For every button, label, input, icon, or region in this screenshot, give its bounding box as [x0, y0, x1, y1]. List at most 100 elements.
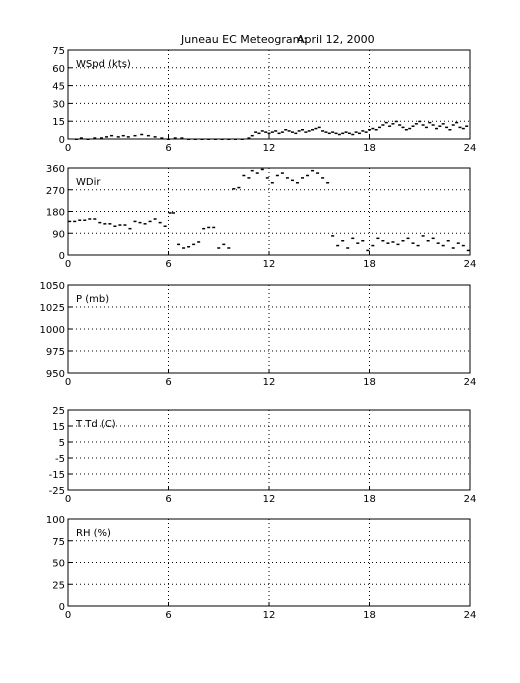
panel-temp-dewpoint: 0 6 12 18 24 -25 -15 -5 5 15 25 T Td (C): [49, 406, 477, 505]
data-point: [326, 182, 330, 184]
data-point: [126, 136, 130, 138]
data-point: [247, 177, 251, 179]
data-point: [307, 130, 311, 132]
data-point: [396, 243, 400, 246]
data-point: [143, 223, 147, 225]
x-tick-label: 0: [65, 494, 71, 505]
data-point: [254, 131, 258, 133]
data-point: [418, 120, 422, 123]
data-point: [250, 169, 254, 172]
data-point: [193, 138, 197, 140]
data-point: [346, 247, 350, 249]
data-point: [93, 137, 97, 139]
panel-label-rh: RH (%): [76, 528, 111, 539]
data-point: [404, 129, 408, 131]
data-point: [280, 172, 284, 174]
data-point: [180, 137, 184, 139]
data-point: [200, 138, 204, 140]
x-tick-label: 18: [363, 494, 376, 505]
data-point: [123, 224, 127, 226]
panel-label-pressure: P (mb): [76, 294, 109, 305]
data-point: [133, 220, 137, 223]
data-point: [158, 221, 162, 224]
data-point: [222, 243, 226, 246]
data-point: [414, 123, 418, 125]
panel-wdir: 0 6 12 18 24 0 90 180 270 360 WDir: [46, 164, 476, 270]
data-point: [177, 243, 181, 246]
data-point: [160, 137, 164, 139]
data-point: [441, 123, 445, 125]
data-point: [301, 177, 304, 179]
data-point: [317, 126, 321, 129]
data-point: [255, 172, 259, 174]
data-point: [275, 174, 279, 177]
data-point: [451, 247, 455, 249]
data-point: [237, 186, 241, 189]
y-tick-label: 0: [59, 602, 65, 613]
data-point: [260, 130, 264, 132]
data-point: [461, 244, 465, 247]
data-point: [295, 182, 299, 184]
y-tick-label: 180: [46, 208, 65, 219]
data-point: [347, 132, 351, 135]
x-tick-label: 24: [464, 143, 477, 154]
data-point: [277, 132, 281, 135]
y-tick-label: -5: [55, 454, 65, 465]
data-point: [140, 133, 144, 136]
data-point: [466, 249, 470, 252]
data-point: [458, 126, 462, 129]
data-point: [280, 131, 284, 133]
data-point: [148, 220, 152, 223]
y-tick-label: 25: [52, 580, 65, 591]
data-point: [93, 218, 97, 220]
data-point: [311, 129, 315, 131]
data-point: [391, 123, 395, 125]
y-tick-label: 1000: [40, 325, 65, 336]
data-point: [133, 134, 137, 137]
data-point: [394, 120, 398, 123]
data-point: [301, 129, 304, 131]
data-point: [448, 129, 452, 131]
data-point: [354, 131, 358, 133]
data-point: [416, 244, 420, 247]
data-point: [314, 127, 318, 130]
data-point: [316, 172, 320, 174]
data-point: [213, 138, 217, 140]
data-point: [153, 218, 157, 220]
data-point: [227, 138, 231, 140]
data-point: [331, 235, 335, 237]
data-point: [381, 240, 385, 242]
data-point: [217, 247, 221, 249]
data-point: [441, 244, 445, 247]
data-point: [341, 132, 345, 135]
data-point: [146, 134, 150, 137]
data-point: [455, 121, 459, 124]
data-point: [110, 134, 114, 137]
data-point: [83, 219, 87, 221]
data-point: [168, 212, 172, 214]
data-point: [384, 121, 388, 124]
data-point: [73, 220, 77, 223]
data-point: [435, 127, 438, 130]
data-point: [337, 133, 341, 136]
x-tick-label: 0: [65, 377, 71, 388]
data-point: [290, 179, 294, 182]
x-tick-label: 12: [263, 494, 276, 505]
data-point: [260, 168, 264, 171]
x-tick-label: 6: [165, 143, 171, 154]
title-date: April 12, 2000: [297, 33, 375, 46]
x-tick-label: 0: [65, 610, 71, 621]
x-tick-label: 12: [263, 377, 276, 388]
x-tick-label: 12: [263, 143, 276, 154]
data-point: [290, 131, 294, 133]
x-tick-label: 6: [165, 259, 171, 270]
y-tick-label: 30: [52, 99, 65, 110]
data-point: [227, 247, 231, 249]
data-point: [456, 242, 460, 244]
data-point: [321, 177, 325, 179]
data-point: [321, 130, 325, 132]
data-point: [118, 224, 122, 226]
y-tick-label: 100: [46, 515, 65, 526]
data-point: [371, 127, 375, 130]
